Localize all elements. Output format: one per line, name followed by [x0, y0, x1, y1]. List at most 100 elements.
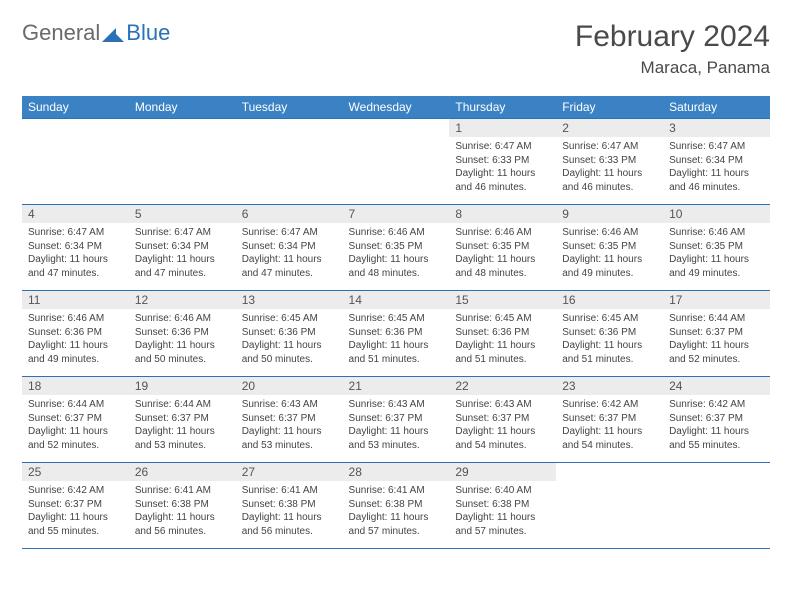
- day-info: Sunrise: 6:46 AMSunset: 6:35 PMDaylight:…: [556, 223, 663, 286]
- sunset-text: Sunset: 6:37 PM: [242, 412, 337, 426]
- sunrise-text: Sunrise: 6:42 AM: [562, 398, 657, 412]
- day-info: Sunrise: 6:44 AMSunset: 6:37 PMDaylight:…: [129, 395, 236, 458]
- daylight-text: Daylight: 11 hours and 57 minutes.: [349, 511, 444, 538]
- day-info: Sunrise: 6:41 AMSunset: 6:38 PMDaylight:…: [129, 481, 236, 544]
- daylight-text: Daylight: 11 hours and 47 minutes.: [28, 253, 123, 280]
- calendar-day-cell: 16Sunrise: 6:45 AMSunset: 6:36 PMDayligh…: [556, 291, 663, 377]
- calendar-week-row: 1Sunrise: 6:47 AMSunset: 6:33 PMDaylight…: [22, 119, 770, 205]
- day-number: [22, 119, 129, 123]
- calendar-day-cell: [22, 119, 129, 205]
- calendar-day-cell: [343, 119, 450, 205]
- sunset-text: Sunset: 6:37 PM: [28, 498, 123, 512]
- calendar-day-cell: 28Sunrise: 6:41 AMSunset: 6:38 PMDayligh…: [343, 463, 450, 549]
- day-number: 9: [556, 205, 663, 223]
- day-info: Sunrise: 6:41 AMSunset: 6:38 PMDaylight:…: [343, 481, 450, 544]
- daylight-text: Daylight: 11 hours and 56 minutes.: [242, 511, 337, 538]
- weekday-header: Monday: [129, 96, 236, 119]
- day-number: 6: [236, 205, 343, 223]
- day-number: 1: [449, 119, 556, 137]
- daylight-text: Daylight: 11 hours and 49 minutes.: [28, 339, 123, 366]
- daylight-text: Daylight: 11 hours and 51 minutes.: [349, 339, 444, 366]
- daylight-text: Daylight: 11 hours and 47 minutes.: [242, 253, 337, 280]
- daylight-text: Daylight: 11 hours and 49 minutes.: [669, 253, 764, 280]
- calendar-day-cell: 15Sunrise: 6:45 AMSunset: 6:36 PMDayligh…: [449, 291, 556, 377]
- sunrise-text: Sunrise: 6:41 AM: [349, 484, 444, 498]
- day-number: 7: [343, 205, 450, 223]
- calendar-day-cell: 13Sunrise: 6:45 AMSunset: 6:36 PMDayligh…: [236, 291, 343, 377]
- day-number: 13: [236, 291, 343, 309]
- sunrise-text: Sunrise: 6:47 AM: [135, 226, 230, 240]
- calendar-table: Sunday Monday Tuesday Wednesday Thursday…: [22, 96, 770, 549]
- day-info: Sunrise: 6:44 AMSunset: 6:37 PMDaylight:…: [22, 395, 129, 458]
- calendar-day-cell: 22Sunrise: 6:43 AMSunset: 6:37 PMDayligh…: [449, 377, 556, 463]
- day-info: Sunrise: 6:46 AMSunset: 6:35 PMDaylight:…: [663, 223, 770, 286]
- day-info: Sunrise: 6:47 AMSunset: 6:34 PMDaylight:…: [663, 137, 770, 200]
- day-number: 24: [663, 377, 770, 395]
- day-info: Sunrise: 6:43 AMSunset: 6:37 PMDaylight:…: [449, 395, 556, 458]
- sunrise-text: Sunrise: 6:47 AM: [562, 140, 657, 154]
- weekday-header: Friday: [556, 96, 663, 119]
- day-number: 21: [343, 377, 450, 395]
- day-info: Sunrise: 6:43 AMSunset: 6:37 PMDaylight:…: [343, 395, 450, 458]
- daylight-text: Daylight: 11 hours and 53 minutes.: [135, 425, 230, 452]
- day-info: Sunrise: 6:47 AMSunset: 6:33 PMDaylight:…: [556, 137, 663, 200]
- sunset-text: Sunset: 6:37 PM: [135, 412, 230, 426]
- day-info: Sunrise: 6:46 AMSunset: 6:36 PMDaylight:…: [22, 309, 129, 372]
- sunset-text: Sunset: 6:37 PM: [669, 326, 764, 340]
- calendar-day-cell: 7Sunrise: 6:46 AMSunset: 6:35 PMDaylight…: [343, 205, 450, 291]
- day-number: 5: [129, 205, 236, 223]
- calendar-day-cell: [663, 463, 770, 549]
- day-info: Sunrise: 6:43 AMSunset: 6:37 PMDaylight:…: [236, 395, 343, 458]
- calendar-day-cell: [236, 119, 343, 205]
- sunrise-text: Sunrise: 6:44 AM: [28, 398, 123, 412]
- sunrise-text: Sunrise: 6:46 AM: [669, 226, 764, 240]
- calendar-day-cell: 9Sunrise: 6:46 AMSunset: 6:35 PMDaylight…: [556, 205, 663, 291]
- calendar-day-cell: 25Sunrise: 6:42 AMSunset: 6:37 PMDayligh…: [22, 463, 129, 549]
- day-number: 14: [343, 291, 450, 309]
- weekday-header-row: Sunday Monday Tuesday Wednesday Thursday…: [22, 96, 770, 119]
- day-info: Sunrise: 6:44 AMSunset: 6:37 PMDaylight:…: [663, 309, 770, 372]
- daylight-text: Daylight: 11 hours and 50 minutes.: [135, 339, 230, 366]
- daylight-text: Daylight: 11 hours and 46 minutes.: [562, 167, 657, 194]
- daylight-text: Daylight: 11 hours and 57 minutes.: [455, 511, 550, 538]
- sunrise-text: Sunrise: 6:43 AM: [349, 398, 444, 412]
- sunrise-text: Sunrise: 6:47 AM: [455, 140, 550, 154]
- daylight-text: Daylight: 11 hours and 55 minutes.: [669, 425, 764, 452]
- sunset-text: Sunset: 6:36 PM: [242, 326, 337, 340]
- daylight-text: Daylight: 11 hours and 47 minutes.: [135, 253, 230, 280]
- calendar-day-cell: 4Sunrise: 6:47 AMSunset: 6:34 PMDaylight…: [22, 205, 129, 291]
- day-info: Sunrise: 6:40 AMSunset: 6:38 PMDaylight:…: [449, 481, 556, 544]
- sunset-text: Sunset: 6:37 PM: [349, 412, 444, 426]
- daylight-text: Daylight: 11 hours and 55 minutes.: [28, 511, 123, 538]
- sunset-text: Sunset: 6:34 PM: [28, 240, 123, 254]
- sunset-text: Sunset: 6:38 PM: [135, 498, 230, 512]
- day-info: Sunrise: 6:45 AMSunset: 6:36 PMDaylight:…: [449, 309, 556, 372]
- calendar-day-cell: 26Sunrise: 6:41 AMSunset: 6:38 PMDayligh…: [129, 463, 236, 549]
- day-info: Sunrise: 6:45 AMSunset: 6:36 PMDaylight:…: [236, 309, 343, 372]
- location-subtitle: Maraca, Panama: [575, 58, 770, 78]
- daylight-text: Daylight: 11 hours and 52 minutes.: [669, 339, 764, 366]
- calendar-day-cell: 8Sunrise: 6:46 AMSunset: 6:35 PMDaylight…: [449, 205, 556, 291]
- sunset-text: Sunset: 6:38 PM: [349, 498, 444, 512]
- calendar-week-row: 25Sunrise: 6:42 AMSunset: 6:37 PMDayligh…: [22, 463, 770, 549]
- day-info: Sunrise: 6:47 AMSunset: 6:34 PMDaylight:…: [129, 223, 236, 286]
- day-number: 17: [663, 291, 770, 309]
- day-number: [236, 119, 343, 123]
- calendar-week-row: 4Sunrise: 6:47 AMSunset: 6:34 PMDaylight…: [22, 205, 770, 291]
- sunrise-text: Sunrise: 6:47 AM: [242, 226, 337, 240]
- day-number: 28: [343, 463, 450, 481]
- calendar-week-row: 18Sunrise: 6:44 AMSunset: 6:37 PMDayligh…: [22, 377, 770, 463]
- weekday-header: Saturday: [663, 96, 770, 119]
- brand-triangle-icon: [102, 24, 124, 42]
- day-info: Sunrise: 6:42 AMSunset: 6:37 PMDaylight:…: [663, 395, 770, 458]
- day-info: Sunrise: 6:46 AMSunset: 6:35 PMDaylight:…: [343, 223, 450, 286]
- daylight-text: Daylight: 11 hours and 54 minutes.: [455, 425, 550, 452]
- day-info: Sunrise: 6:46 AMSunset: 6:36 PMDaylight:…: [129, 309, 236, 372]
- sunset-text: Sunset: 6:34 PM: [669, 154, 764, 168]
- sunrise-text: Sunrise: 6:40 AM: [455, 484, 550, 498]
- sunrise-text: Sunrise: 6:45 AM: [562, 312, 657, 326]
- day-info: Sunrise: 6:42 AMSunset: 6:37 PMDaylight:…: [556, 395, 663, 458]
- weekday-header: Wednesday: [343, 96, 450, 119]
- calendar-day-cell: 29Sunrise: 6:40 AMSunset: 6:38 PMDayligh…: [449, 463, 556, 549]
- day-info: Sunrise: 6:45 AMSunset: 6:36 PMDaylight:…: [556, 309, 663, 372]
